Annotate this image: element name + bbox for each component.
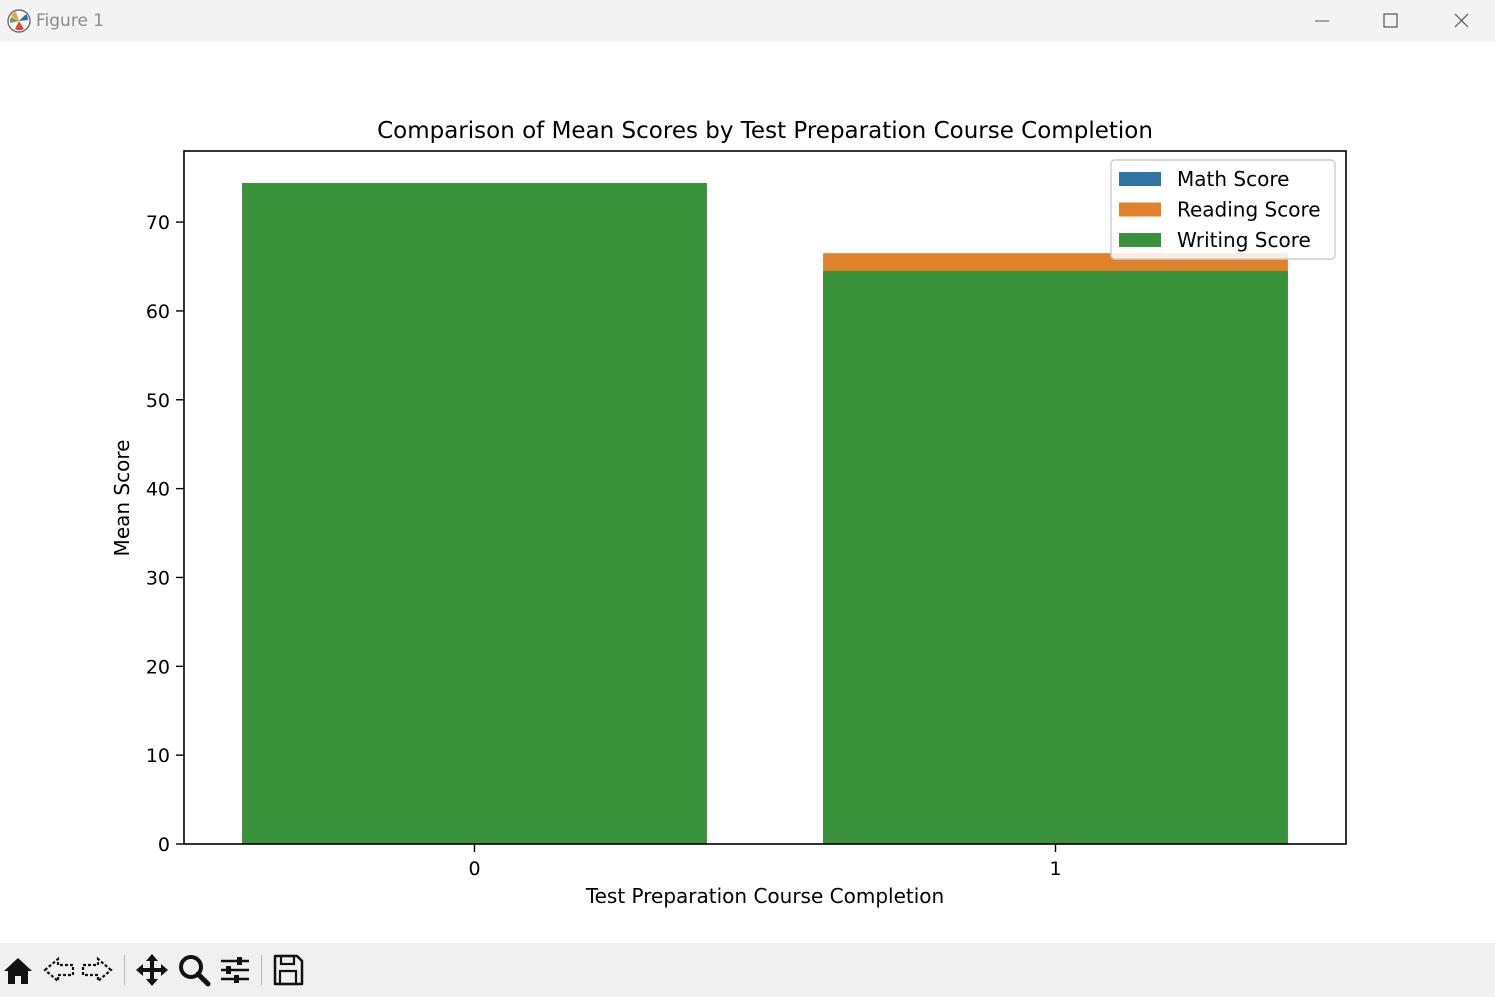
y-axis: 0 10 20 30 40 50 60 70 xyxy=(146,212,184,856)
legend-label: Reading Score xyxy=(1177,198,1321,222)
toolbar-separator xyxy=(261,955,262,985)
y-tick-label: 0 xyxy=(158,834,170,856)
bar-writing-score-1 xyxy=(823,270,1288,844)
legend-swatch xyxy=(1119,172,1161,186)
chart-title: Comparison of Mean Scores by Test Prepar… xyxy=(377,118,1153,144)
figure-canvas: Comparison of Mean Scores by Test Prepar… xyxy=(0,42,1495,943)
y-tick-label: 50 xyxy=(146,390,170,412)
y-tick-label: 20 xyxy=(146,656,170,678)
save-floppy-icon[interactable] xyxy=(270,952,306,988)
minimize-icon[interactable] xyxy=(1299,6,1343,36)
x-axis-label: Test Preparation Course Completion xyxy=(585,884,944,908)
y-tick-label: 30 xyxy=(146,567,170,589)
y-tick-label: 10 xyxy=(146,745,170,767)
y-axis-label: Mean Score xyxy=(110,440,134,557)
pan-move-icon[interactable] xyxy=(134,952,170,988)
legend-frame xyxy=(1110,159,1336,260)
bar-chart: Comparison of Mean Scores by Test Prepar… xyxy=(110,118,1347,908)
x-tick-label: 0 xyxy=(468,858,480,880)
legend-label: Math Score xyxy=(1177,167,1289,191)
bars-group xyxy=(242,182,1288,844)
plot-frame xyxy=(183,150,1347,845)
navigation-toolbar xyxy=(0,943,1495,997)
legend-label: Writing Score xyxy=(1177,228,1311,252)
x-tick-label: 1 xyxy=(1049,858,1061,880)
back-arrow-icon[interactable] xyxy=(41,952,77,988)
configure-subplots-icon[interactable] xyxy=(217,952,253,988)
legend: Math Score Reading Score Writing Score xyxy=(1110,159,1336,260)
y-tick-label: 70 xyxy=(146,212,170,234)
home-icon[interactable] xyxy=(0,952,36,988)
maximize-icon[interactable] xyxy=(1368,6,1412,36)
y-tick-label: 40 xyxy=(146,479,170,501)
bar-writing-score-0 xyxy=(242,182,707,844)
legend-swatch xyxy=(1119,233,1161,247)
y-tick-label: 60 xyxy=(146,301,170,323)
forward-arrow-icon[interactable] xyxy=(79,952,115,988)
window-titlebar: Figure 1 xyxy=(0,0,1495,42)
toolbar-separator xyxy=(124,955,125,985)
matplotlib-logo-icon xyxy=(6,8,32,34)
window-title: Figure 1 xyxy=(36,11,105,31)
close-icon[interactable] xyxy=(1439,6,1483,36)
zoom-magnifier-icon[interactable] xyxy=(176,952,212,988)
legend-swatch xyxy=(1119,202,1161,217)
